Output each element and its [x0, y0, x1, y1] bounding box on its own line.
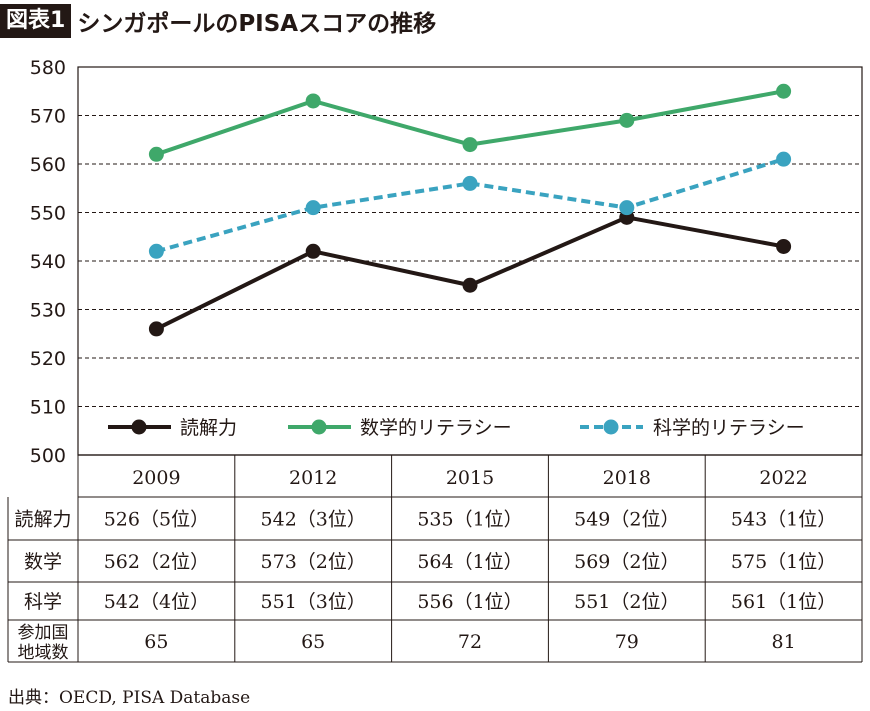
data-point: [148, 243, 164, 259]
row-label: 読解力: [14, 509, 71, 531]
row-label: 科学: [24, 591, 62, 613]
x-tick-label: 2022: [759, 467, 807, 489]
figure-tag: 図表1: [0, 4, 72, 38]
table-cell: 542（4位）: [104, 591, 209, 613]
table-cell: 564（1位）: [417, 551, 522, 573]
table-cell: 526（5位）: [104, 509, 209, 531]
legend-marker: [311, 419, 327, 435]
series-line-1: [155, 215, 784, 331]
table-cell: 65: [301, 631, 325, 653]
y-tick-label: 570: [30, 106, 66, 128]
chart-title: シンガポールのPISAスコアの推移: [77, 11, 437, 37]
table-cell: 575（1位）: [731, 551, 836, 573]
y-tick-label: 520: [30, 348, 66, 370]
x-tick-label: 2015: [446, 467, 494, 489]
row-label: 数学: [24, 551, 62, 573]
table-cell: 569（2位）: [574, 551, 679, 573]
table-cell: 543（1位）: [731, 509, 836, 531]
data-point: [305, 93, 321, 109]
data-point: [305, 200, 321, 216]
table-cell: 79: [615, 631, 639, 653]
data-point: [148, 321, 164, 337]
series-line-3: [155, 157, 785, 254]
data-point: [776, 83, 792, 99]
table-cell: 549（2位）: [574, 509, 679, 531]
y-tick-label: 560: [30, 154, 66, 176]
y-tick-label: 510: [30, 397, 66, 419]
legend-label: 数学的リテラシー: [360, 417, 512, 439]
table-cell: 562（2位）: [104, 551, 209, 573]
row-label: 参加国: [18, 623, 69, 643]
data-point: [148, 146, 164, 162]
x-tick-label: 2018: [603, 467, 651, 489]
table-cell: 535（1位）: [417, 509, 522, 531]
data-point: [462, 175, 478, 191]
legend-marker: [131, 419, 147, 435]
y-tick-label: 550: [30, 203, 66, 225]
data-point: [776, 238, 792, 254]
y-tick-label: 530: [30, 300, 66, 322]
data-point: [619, 200, 635, 216]
table-cell: 72: [458, 631, 482, 653]
table-cell: 573（2位）: [261, 551, 366, 573]
y-tick-label: 500: [30, 445, 66, 467]
title-bar: 図表1 シンガポールのPISAスコアの推移: [0, 4, 436, 38]
table-cell: 65: [144, 631, 168, 653]
legend-label: 読解力: [180, 417, 237, 439]
table-cell: 551（2位）: [574, 591, 679, 613]
legend-label: 科学的リテラシー: [653, 417, 805, 439]
source-note: 出典：OECD, PISA Database: [8, 688, 251, 708]
data-point: [305, 243, 321, 259]
x-tick-label: 2009: [132, 467, 180, 489]
row-label: 地域数: [18, 643, 69, 663]
table-cell: 556（1位）: [417, 591, 522, 613]
table-cell: 561（1位）: [731, 591, 836, 613]
y-tick-label: 540: [30, 251, 66, 273]
table-cell: 81: [772, 631, 796, 653]
y-tick-label: 580: [30, 57, 66, 79]
legend-marker: [603, 419, 619, 435]
x-tick-label: 2012: [289, 467, 337, 489]
data-point: [619, 112, 635, 128]
data-point: [776, 151, 792, 167]
data-point: [462, 137, 478, 153]
table-cell: 542（3位）: [261, 509, 366, 531]
table-cell: 551（3位）: [261, 591, 366, 613]
data-point: [462, 277, 478, 293]
